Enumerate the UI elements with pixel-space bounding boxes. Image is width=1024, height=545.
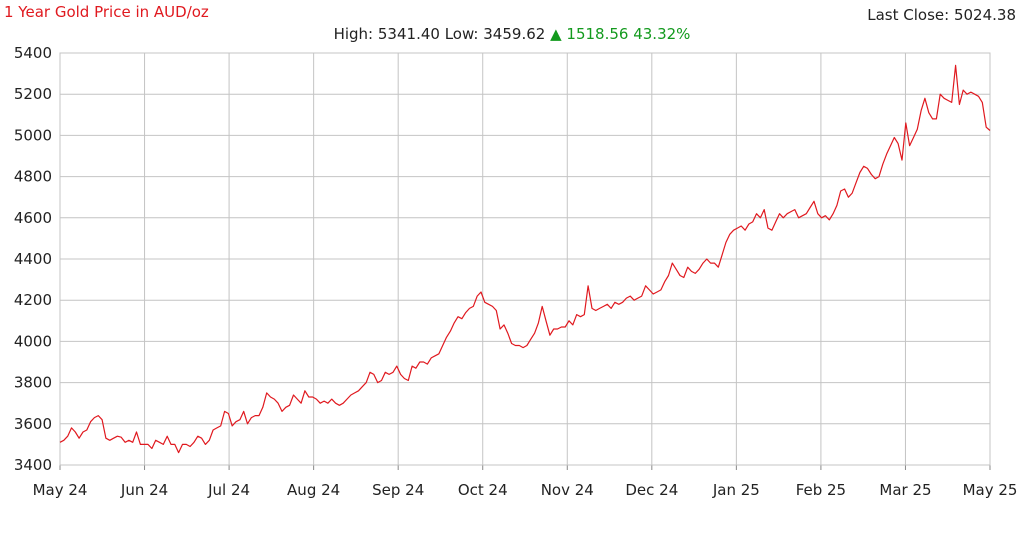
x-tick-label: Jul 24 [207,481,250,499]
chart-grid [59,52,991,470]
x-axis-ticks: May 24 Jun 24 Jul 24 Aug 24 Sep 24 Oct 24 Nov … [33,481,1018,499]
high-value: 5341.40 [377,25,440,43]
last-close: Last Close: 5024.38 [867,6,1016,24]
chart-title: 1 Year Gold Price in AUD/oz [4,3,209,21]
x-tick-label: Mar 25 [879,481,931,499]
y-tick-label: 3800 [14,374,52,392]
x-tick-label: Nov 24 [541,481,594,499]
price-stats: High: 5341.40 Low: 3459.62 ▲ 1518.56 43.… [0,25,1024,43]
y-tick-label: 4000 [14,332,52,350]
y-tick-label: 4800 [14,168,52,186]
change-value: 1518.56 [566,25,629,43]
x-tick-label: Dec 24 [625,481,678,499]
plot-border [59,52,991,466]
series-layer [59,64,991,454]
x-tick-label: Jun 24 [120,481,168,499]
change-percent: 43.32% [633,25,691,43]
y-tick-label: 4600 [14,209,52,227]
y-axis-ticks: 3400 3600 3800 4000 4200 4400 4600 4800 5000 5200… [14,44,52,474]
x-tick-label: May 24 [33,481,88,499]
y-tick-label: 5400 [14,44,52,62]
x-tick-label: Aug 24 [287,481,340,499]
x-tick-label: Jan 25 [712,481,760,499]
y-tick-label: 4400 [14,250,52,268]
x-tick-label: Oct 24 [458,481,508,499]
last-close-label: Last Close: [867,6,950,24]
y-tick-label: 3600 [14,415,52,433]
price-series-line [59,64,991,454]
y-tick-label: 5000 [14,126,52,144]
x-tick-label: May 25 [963,481,1018,499]
x-tick-label: Sep 24 [372,481,424,499]
low-value: 3459.62 [483,25,546,43]
high-label: High: [333,25,374,43]
low-label: Low: [444,25,479,43]
y-tick-label: 5200 [14,85,52,103]
up-arrow-icon: ▲ [550,25,562,43]
x-tick-label: Feb 25 [796,481,846,499]
y-tick-label: 4200 [14,291,52,309]
last-close-value: 5024.38 [953,6,1016,24]
y-tick-label: 3400 [14,456,52,474]
